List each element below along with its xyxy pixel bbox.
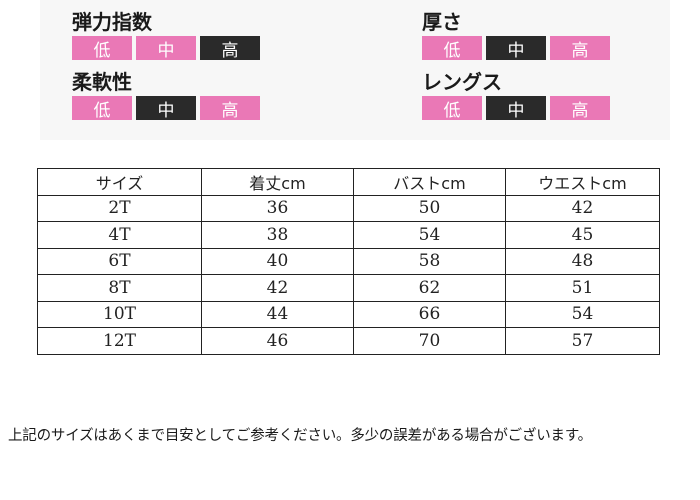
length-level-high: 高 <box>550 96 610 121</box>
cell-bust: 50 <box>353 194 506 222</box>
softness-level-low: 低 <box>72 96 132 121</box>
cell-waist: 54 <box>505 300 660 328</box>
softness-level-high: 高 <box>200 96 260 121</box>
length-rating: レングス 低 中 高 <box>422 70 610 121</box>
cell-bust: 70 <box>353 327 506 355</box>
cell-waist: 45 <box>505 221 660 249</box>
cell-size: 10T <box>37 300 202 328</box>
header-bust: バストcm <box>353 168 506 196</box>
cell-length: 46 <box>201 327 354 355</box>
softness-level-mid: 中 <box>136 96 196 121</box>
elasticity-level-mid: 中 <box>136 36 196 61</box>
table-row: 10T 44 66 54 <box>37 300 660 328</box>
cell-size: 4T <box>37 221 202 249</box>
header-length: 着丈cm <box>201 168 354 196</box>
cell-bust: 62 <box>353 274 506 302</box>
attribute-panel: 弾力指数 低 中 高 厚さ 低 中 高 柔軟性 低 中 高 レングス 低 中 高 <box>40 0 670 140</box>
table-row: 12T 46 70 57 <box>37 327 660 355</box>
softness-scale: 低 中 高 <box>72 96 260 121</box>
size-table: サイズ 着丈cm バストcm ウエストcm 2T 36 50 42 4T 38 … <box>37 168 660 355</box>
thickness-scale: 低 中 高 <box>422 36 610 61</box>
table-row: 6T 40 58 48 <box>37 247 660 275</box>
thickness-level-mid: 中 <box>486 36 546 61</box>
cell-length: 40 <box>201 247 354 275</box>
elasticity-level-high: 高 <box>200 36 260 61</box>
thickness-level-low: 低 <box>422 36 482 61</box>
cell-size: 12T <box>37 327 202 355</box>
cell-bust: 58 <box>353 247 506 275</box>
cell-size: 8T <box>37 274 202 302</box>
table-header-row: サイズ 着丈cm バストcm ウエストcm <box>37 168 660 196</box>
length-level-mid: 中 <box>486 96 546 121</box>
cell-bust: 54 <box>353 221 506 249</box>
table-row: 8T 42 62 51 <box>37 274 660 302</box>
elasticity-label: 弾力指数 <box>72 10 152 34</box>
softness-label: 柔軟性 <box>72 70 132 94</box>
cell-length: 44 <box>201 300 354 328</box>
softness-rating: 柔軟性 低 中 高 <box>72 70 260 121</box>
cell-waist: 57 <box>505 327 660 355</box>
cell-length: 36 <box>201 194 354 222</box>
header-waist: ウエストcm <box>505 168 660 196</box>
table-row: 2T 36 50 42 <box>37 194 660 222</box>
thickness-level-high: 高 <box>550 36 610 61</box>
cell-length: 42 <box>201 274 354 302</box>
length-label: レングス <box>422 70 502 94</box>
cell-bust: 66 <box>353 300 506 328</box>
size-disclaimer-note: 上記のサイズはあくまで目安としてご参考ください。多少の誤差がある場合がございます… <box>8 428 592 444</box>
length-scale: 低 中 高 <box>422 96 610 121</box>
cell-length: 38 <box>201 221 354 249</box>
table-row: 4T 38 54 45 <box>37 221 660 249</box>
cell-size: 2T <box>37 194 202 222</box>
cell-waist: 48 <box>505 247 660 275</box>
thickness-label: 厚さ <box>422 10 462 34</box>
header-size: サイズ <box>37 168 202 196</box>
length-level-low: 低 <box>422 96 482 121</box>
cell-waist: 51 <box>505 274 660 302</box>
thickness-rating: 厚さ 低 中 高 <box>422 10 610 61</box>
elasticity-level-low: 低 <box>72 36 132 61</box>
elasticity-scale: 低 中 高 <box>72 36 260 61</box>
cell-size: 6T <box>37 247 202 275</box>
cell-waist: 42 <box>505 194 660 222</box>
elasticity-rating: 弾力指数 低 中 高 <box>72 10 260 61</box>
